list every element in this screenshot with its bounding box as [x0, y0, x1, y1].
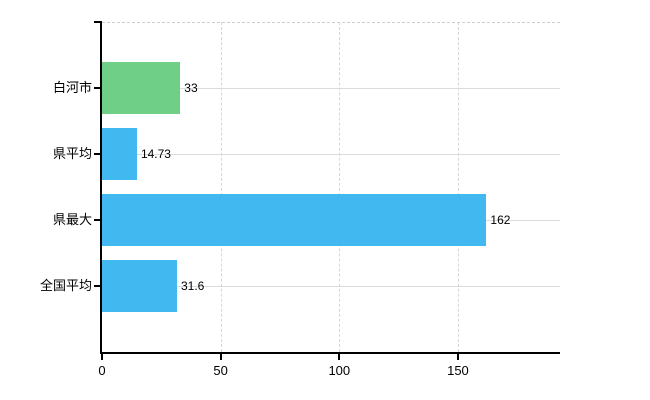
bar-value-label: 33	[184, 81, 198, 95]
bar-value-label: 14.73	[140, 147, 171, 161]
y-tick	[94, 219, 102, 221]
x-tick	[219, 352, 222, 360]
category-label: 県平均	[52, 146, 92, 161]
y-axis	[100, 22, 102, 354]
category-label: 県最大	[52, 212, 92, 227]
x-tick-label: 50	[213, 363, 228, 378]
x-tick	[101, 352, 103, 360]
bar-3	[102, 194, 487, 246]
x-tick	[338, 352, 341, 360]
category-label: 白河市	[52, 80, 92, 95]
bar-4	[102, 260, 177, 312]
category-label: 全国平均	[39, 278, 92, 293]
bar-1	[102, 62, 181, 114]
x-axis	[100, 352, 560, 354]
gridline-vertical	[457, 22, 459, 352]
gridline-vertical	[339, 22, 341, 352]
bar-value-label: 162	[490, 213, 511, 227]
x-tick	[456, 352, 459, 360]
gridline-horizontal	[102, 88, 560, 89]
y-tick	[94, 285, 102, 287]
x-tick-label: 100	[328, 363, 351, 378]
y-tick-top	[94, 21, 102, 23]
y-tick	[94, 153, 102, 155]
bar-value-label: 31.6	[180, 279, 205, 293]
plot-top-border	[102, 22, 560, 23]
x-tick-label: 0	[98, 363, 106, 378]
gridline-vertical	[220, 22, 222, 352]
bar-2	[102, 128, 137, 180]
gridline-horizontal	[102, 154, 560, 155]
y-tick	[94, 87, 102, 89]
gridline-horizontal	[102, 286, 560, 287]
x-tick-label: 150	[447, 363, 469, 378]
